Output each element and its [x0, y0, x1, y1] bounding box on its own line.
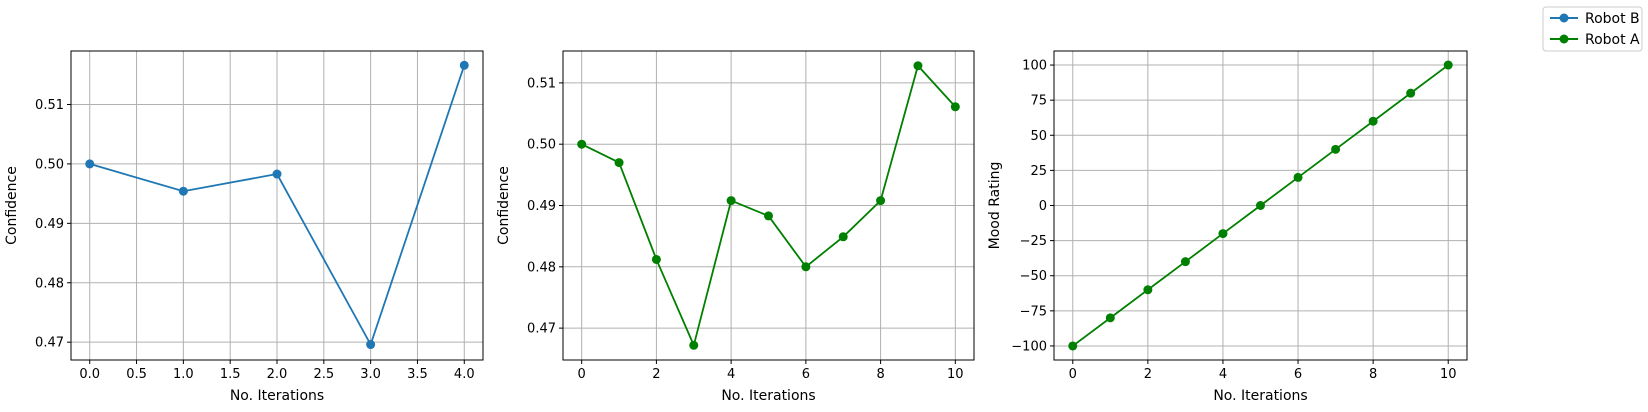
legend-marker-1 [1559, 34, 1569, 44]
y-axis-label: Mood Rating [987, 162, 1003, 250]
y-axis-label: Confidence [496, 166, 512, 245]
data-point [178, 186, 188, 196]
data-point [913, 61, 923, 71]
y-tick-label: 0.49 [35, 217, 64, 232]
y-tick-label: 25 [1030, 164, 1047, 179]
plot-frame [562, 50, 975, 361]
data-point [1218, 229, 1228, 239]
chart-panel-0: 0.0 0.5 1.0 1.5 2.0 2.5 3.0 3.5 4.0 0.47 0.48 0.49 0… [4, 50, 484, 404]
y-tick-label: −25 [1020, 234, 1047, 249]
data-point [876, 196, 886, 206]
x-axis-label: No. Iterations [721, 388, 815, 404]
y-tick-label: 0.47 [527, 322, 556, 337]
data-point [1180, 257, 1190, 267]
data-point [651, 254, 661, 264]
plot-frame [70, 50, 484, 361]
data-point [1143, 285, 1153, 295]
x-tick-label: 8 [876, 367, 884, 382]
legend-label-0: Robot B [1585, 11, 1640, 27]
x-tick-label: 0 [1069, 367, 1077, 382]
data-point [1331, 144, 1341, 154]
y-axis-label: Confidence [4, 166, 20, 245]
data-point [689, 340, 699, 350]
y-tick-label: 0.51 [527, 76, 556, 91]
x-tick-label: 1.5 [220, 367, 241, 382]
legend-label-1: Robot A [1585, 32, 1640, 48]
x-tick-label: 10 [1440, 367, 1457, 382]
y-tick-label: 0.49 [527, 199, 556, 214]
x-axis-label: No. Iterations [230, 388, 324, 404]
plot-frame [1053, 50, 1468, 361]
y-tick-label: 0.47 [35, 336, 64, 351]
x-tick-label: 1.0 [173, 367, 194, 382]
data-point [85, 159, 95, 169]
data-point [726, 196, 736, 206]
legend-entry-0: Robot B [1550, 11, 1640, 27]
y-tick-label: −100 [1011, 339, 1047, 354]
data-point [366, 340, 376, 350]
y-tick-label: 0.48 [35, 276, 64, 291]
y-tick-label: 50 [1030, 129, 1047, 144]
chart-panel-2: 0 2 4 6 8 10 −100 −75 −50 −25 0 25 50 75 100 No. Iterat… [987, 50, 1468, 404]
y-tick-label: 0.50 [35, 157, 64, 172]
x-tick-label: 8 [1369, 367, 1377, 382]
x-tick-label: 4.0 [454, 367, 475, 382]
x-tick-label: 3.0 [360, 367, 381, 382]
data-point [1406, 88, 1416, 98]
data-point [1368, 116, 1378, 126]
data-point [801, 262, 811, 272]
data-point [1443, 60, 1453, 70]
y-tick-label: 75 [1030, 94, 1047, 109]
legend-marker-0 [1559, 13, 1569, 23]
y-tick-label: −75 [1020, 304, 1047, 319]
chart-panel-1: 0 2 4 6 8 10 0.47 0.48 0.49 0.50 0.51 No. Iteration… [496, 50, 975, 404]
x-tick-label: 2.5 [313, 367, 334, 382]
data-point [614, 158, 624, 168]
x-tick-label: 10 [947, 367, 964, 382]
y-tick-label: 100 [1022, 59, 1047, 74]
data-point [577, 139, 587, 149]
data-point [459, 60, 469, 70]
x-axis-label: No. Iterations [1213, 388, 1307, 404]
y-tick-label: −50 [1020, 269, 1047, 284]
data-point [838, 232, 848, 242]
x-tick-label: 2 [652, 367, 660, 382]
data-point [1105, 313, 1115, 323]
x-tick-label: 0.0 [79, 367, 100, 382]
data-point [1256, 201, 1265, 210]
x-tick-label: 4 [1219, 367, 1227, 382]
data-point [1293, 172, 1303, 182]
y-tick-label: 0.51 [35, 98, 64, 113]
y-tick-label: 0.48 [527, 260, 556, 275]
data-point [764, 211, 773, 221]
x-tick-label: 0 [578, 367, 586, 382]
chart-panels: 0.0 0.5 1.0 1.5 2.0 2.5 3.0 3.5 4.00.470.480.490… [4, 50, 1468, 404]
x-tick-label: 6 [802, 367, 810, 382]
x-tick-label: 2 [1144, 367, 1152, 382]
y-tick-label: 0.50 [527, 138, 556, 153]
legend-entry-1: Robot A [1550, 32, 1640, 48]
y-tick-label: 0 [1039, 199, 1047, 214]
x-tick-label: 4 [727, 367, 735, 382]
data-point [950, 102, 960, 112]
data-point [272, 169, 282, 179]
x-tick-label: 0.5 [126, 367, 147, 382]
x-tick-label: 2.0 [267, 367, 288, 382]
data-point [1068, 341, 1078, 351]
x-tick-label: 3.5 [407, 367, 428, 382]
x-tick-label: 6 [1294, 367, 1302, 382]
legend: Robot B Robot A [1542, 6, 1643, 52]
